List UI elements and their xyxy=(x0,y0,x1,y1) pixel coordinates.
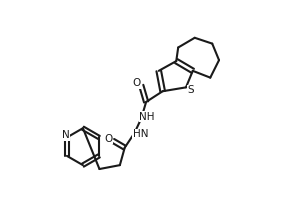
Text: S: S xyxy=(188,85,194,95)
Text: O: O xyxy=(133,78,141,88)
Text: N: N xyxy=(62,130,70,140)
Text: HN: HN xyxy=(133,129,148,139)
Text: NH: NH xyxy=(139,112,155,122)
Text: O: O xyxy=(104,134,112,144)
